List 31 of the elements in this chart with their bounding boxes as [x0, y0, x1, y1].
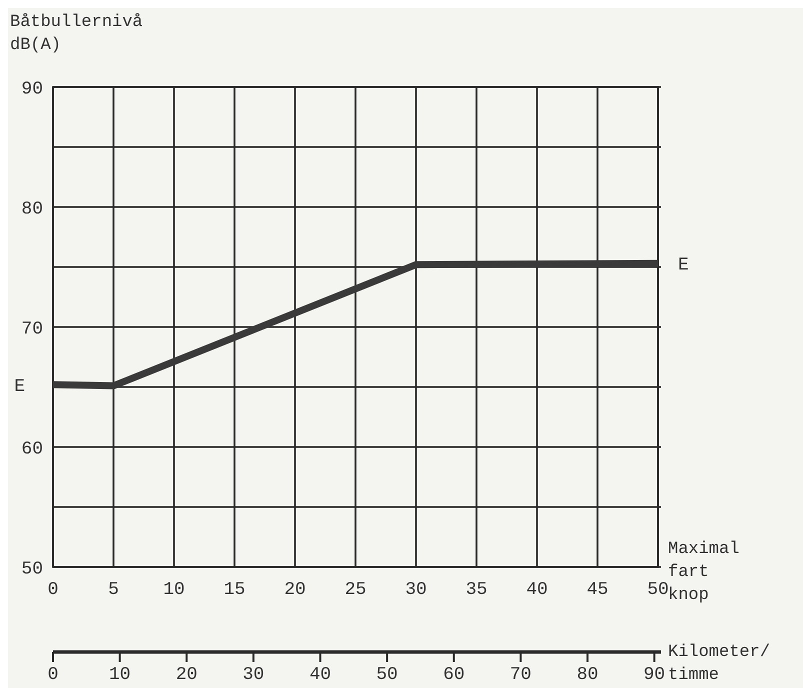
y-tick-label: 70: [21, 319, 43, 340]
y-tick-label: 50: [21, 559, 43, 580]
x-tick-label: 30: [405, 580, 427, 600]
x2-tick-label: 50: [376, 665, 398, 685]
x2-tick-label: 40: [309, 665, 332, 685]
x-tick-label: 20: [284, 580, 306, 600]
x-tick-label: 35: [466, 580, 488, 600]
x-tick-label: 0: [48, 580, 58, 600]
x2-tick-label: 30: [242, 665, 264, 685]
x-axis-title: Maximal fart knop: [668, 540, 740, 605]
y-axis-title: Båtbullernivå dB(A): [10, 13, 143, 55]
x-tick-label: 5: [108, 580, 119, 600]
x2-tick-label: 80: [576, 665, 598, 685]
x-tick-label: 10: [163, 580, 185, 600]
y-tick-label: 90: [21, 79, 43, 100]
x2-axis-title: Kilometer/ timme: [668, 643, 770, 685]
x-tick-label: 15: [224, 580, 246, 600]
y-tick-label: 80: [21, 199, 43, 220]
x2-tick-label: 20: [176, 665, 198, 685]
x2-tick-label: 70: [510, 665, 532, 685]
x-tick-label: 25: [344, 580, 366, 600]
annotation: E: [14, 376, 25, 397]
x2-tick-label: 90: [644, 665, 666, 685]
x-tick-label: 40: [526, 580, 548, 600]
y-tick-label: 60: [21, 439, 43, 460]
x2-tick-label: 0: [48, 665, 58, 685]
x-tick-label: 45: [586, 580, 608, 600]
x-tick-label: 50: [647, 580, 669, 600]
annotation: E: [678, 256, 689, 276]
x2-tick-label: 10: [109, 665, 131, 685]
x2-tick-label: 60: [443, 665, 465, 685]
